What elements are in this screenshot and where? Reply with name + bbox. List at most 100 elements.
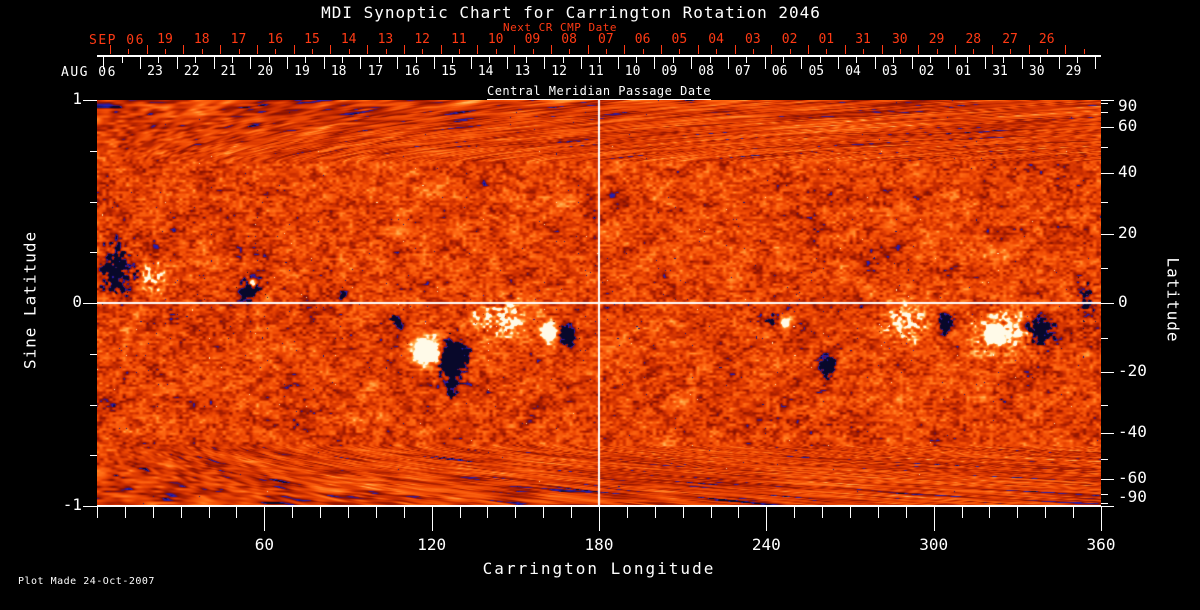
- tick-mark: [709, 57, 711, 63]
- tick-mark: [1101, 507, 1102, 531]
- tick-mark: [140, 57, 142, 69]
- plot-made-note: Plot Made 24-Oct-2007: [18, 576, 155, 587]
- tick-label: -60: [1118, 467, 1147, 487]
- tick-mark: [1101, 506, 1114, 507]
- tick-label: 60: [254, 535, 274, 554]
- tick-label: 31: [992, 64, 1008, 79]
- tick-mark: [121, 57, 123, 63]
- tick-label: 01: [955, 64, 972, 79]
- tick-mark: [90, 353, 97, 355]
- tick-label: 02: [918, 64, 935, 79]
- tick-mark: [1101, 147, 1108, 149]
- tick-mark: [158, 57, 160, 63]
- tick-mark: [292, 507, 294, 518]
- tick-label: 07: [598, 32, 614, 47]
- tick-mark: [470, 57, 472, 69]
- tick-mark: [1101, 267, 1108, 269]
- tick-mark: [360, 57, 362, 69]
- tick-mark: [1101, 338, 1108, 340]
- tick-label: 13: [514, 64, 531, 79]
- tick-mark: [1076, 57, 1078, 63]
- tick-mark: [525, 57, 527, 63]
- tick-mark: [1101, 502, 1108, 504]
- tick-mark: [893, 57, 895, 63]
- tick-label: 07: [735, 64, 751, 79]
- tick-mark: [375, 507, 377, 518]
- tick-mark: [1101, 112, 1108, 114]
- tick-mark: [180, 507, 182, 518]
- tick-label: 03: [745, 32, 761, 47]
- x-axis-title: Carrington Longitude: [482, 559, 716, 578]
- tick-mark: [1095, 57, 1097, 69]
- tick-mark: [727, 57, 729, 69]
- tick-mark: [275, 49, 277, 54]
- tick-mark: [905, 507, 907, 518]
- tick-label: 30: [1028, 64, 1045, 79]
- tick-label: -90: [1118, 487, 1147, 506]
- tick-mark: [856, 57, 858, 63]
- tick-mark: [1101, 493, 1108, 495]
- tick-label: 30: [891, 32, 908, 47]
- tick-mark: [165, 49, 167, 54]
- tick-mark: [1040, 57, 1042, 63]
- tick-mark: [287, 57, 288, 69]
- tick-mark: [654, 507, 656, 518]
- tick-label: 12: [414, 32, 430, 47]
- tick-label: 08: [561, 32, 577, 47]
- tick-mark: [562, 57, 564, 63]
- tick-label: 90: [1118, 96, 1138, 115]
- tick-label: 01: [818, 32, 835, 47]
- tick-mark: [348, 49, 350, 54]
- tick-mark: [1101, 372, 1114, 374]
- tick-label: 23: [147, 64, 163, 79]
- tick-mark: [385, 49, 387, 54]
- tick-mark: [734, 45, 736, 54]
- tick-mark: [1046, 49, 1048, 54]
- tick-mark: [1101, 201, 1108, 203]
- tick-mark: [933, 507, 935, 531]
- tick-mark: [342, 57, 344, 63]
- tick-mark: [146, 45, 148, 54]
- tick-mark: [323, 57, 325, 69]
- tick-mark: [672, 57, 674, 63]
- tick-mark: [617, 57, 619, 69]
- tick-mark: [83, 506, 97, 507]
- tick-mark: [844, 45, 846, 54]
- tick-label: 11: [451, 32, 467, 47]
- next-cr-month-label: SEP 06: [89, 33, 145, 48]
- tick-label: 02: [781, 32, 798, 47]
- tick-label: 0: [1118, 292, 1128, 311]
- tick-mark: [654, 57, 656, 69]
- tick-mark: [752, 49, 754, 54]
- tick-label: 31: [855, 32, 871, 47]
- tick-mark: [599, 507, 600, 531]
- tick-mark: [850, 507, 851, 518]
- tick-mark: [83, 100, 97, 101]
- tick-label: 29: [928, 32, 945, 47]
- tick-mark: [936, 49, 938, 54]
- tick-mark: [543, 507, 545, 518]
- tick-mark: [264, 507, 266, 531]
- tick-label: -1: [62, 495, 82, 514]
- tick-mark: [826, 49, 828, 54]
- tick-mark: [90, 201, 97, 203]
- tick-mark: [881, 45, 883, 54]
- tick-mark: [874, 57, 876, 69]
- tick-mark: [305, 57, 307, 63]
- tick-mark: [1101, 478, 1114, 480]
- tick-mark: [1101, 458, 1108, 460]
- tick-mark: [1101, 103, 1108, 105]
- tick-mark: [580, 57, 582, 69]
- tick-mark: [440, 45, 442, 54]
- tick-mark: [710, 507, 712, 518]
- tick-mark: [624, 45, 626, 54]
- tick-mark: [697, 45, 699, 54]
- tick-mark: [367, 45, 369, 54]
- tick-mark: [507, 57, 509, 69]
- tick-label: 60: [1118, 116, 1138, 136]
- tick-label: 03: [881, 64, 898, 79]
- tick-mark: [771, 45, 773, 54]
- tick-mark: [1065, 45, 1067, 54]
- tick-label: 13: [377, 32, 394, 47]
- tick-mark: [97, 505, 1101, 507]
